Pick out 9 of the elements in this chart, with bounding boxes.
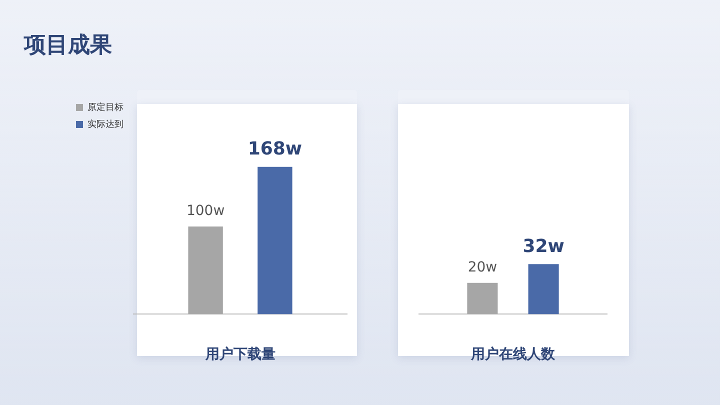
x-tick-label: 用户下载量: [204, 345, 276, 362]
data-label: 32w: [522, 236, 564, 257]
data-label: 100w: [186, 203, 225, 220]
data-label: 20w: [468, 260, 498, 276]
legend-label: 原定目标: [88, 102, 124, 112]
chart-title: 项目成果: [24, 32, 112, 60]
legend-label: 实际达到: [88, 118, 124, 129]
data-label: 168w: [248, 138, 302, 160]
x-tick-label: 用户在线人数: [470, 345, 556, 362]
